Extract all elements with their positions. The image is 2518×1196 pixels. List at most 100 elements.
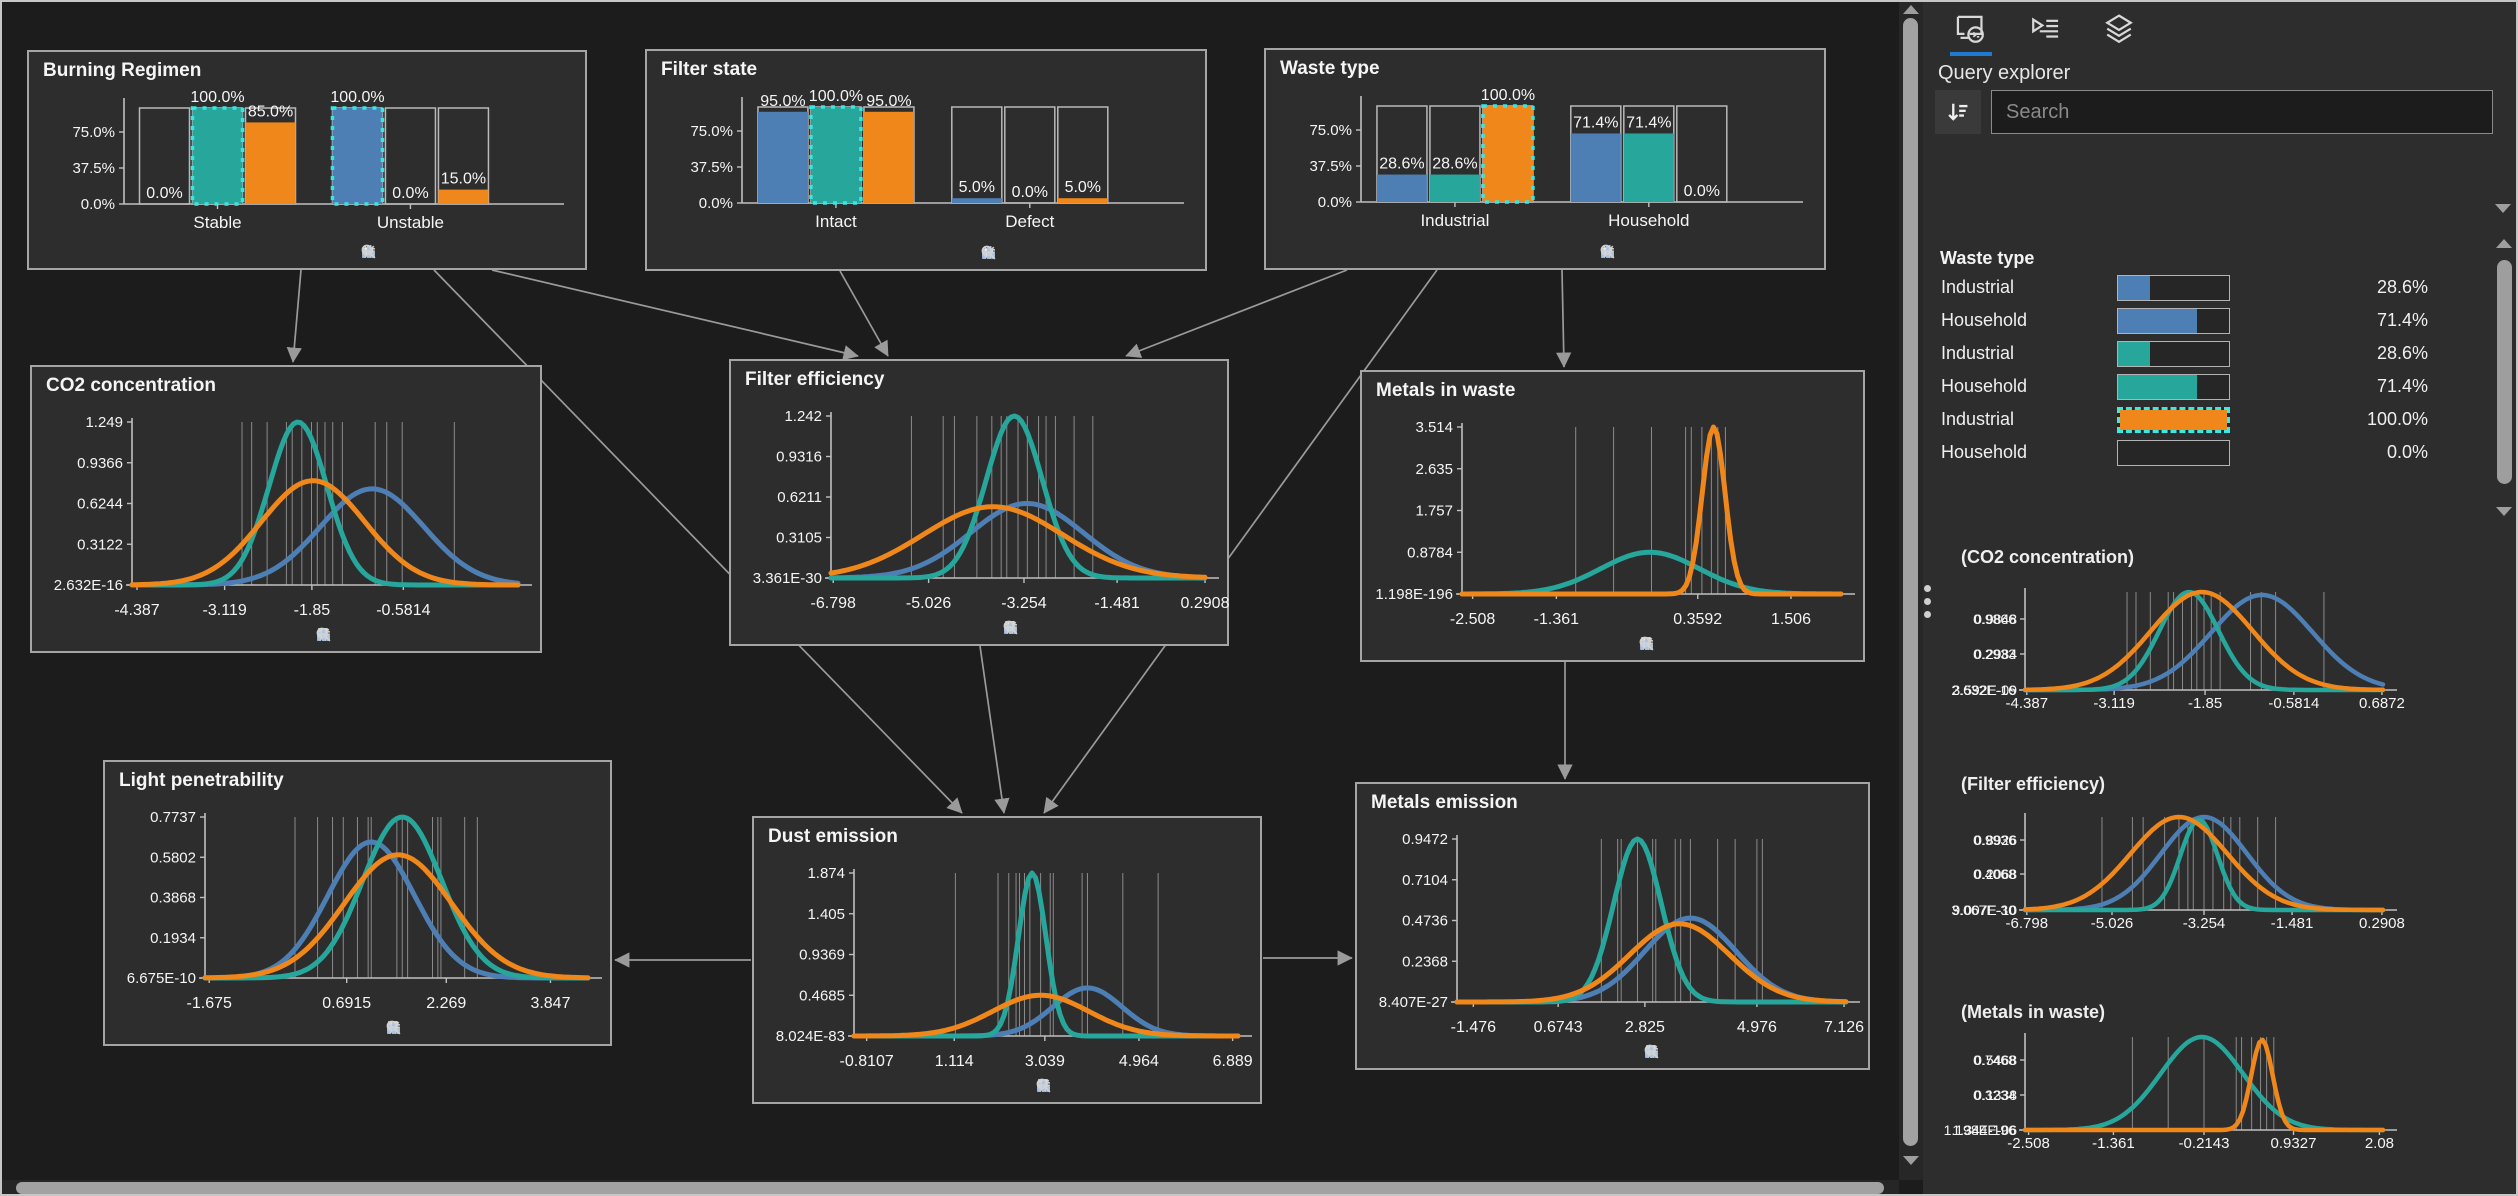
scroll-up-icon[interactable] [1903, 5, 1919, 14]
grid-icon[interactable] [1004, 619, 1081, 636]
grid-icon[interactable] [362, 243, 408, 260]
grid-icon[interactable] [1645, 1043, 1722, 1060]
svg-text:2.632E-16: 2.632E-16 [1951, 682, 2016, 698]
svg-text:7.126: 7.126 [1824, 1019, 1864, 1036]
minimize-icon[interactable] [1640, 635, 1841, 652]
sigma-icon[interactable]: σ [389, 1019, 495, 1036]
barchart-icon[interactable] [1640, 635, 1779, 652]
grid-icon[interactable] [982, 244, 1028, 261]
zoom-icon[interactable] [316, 626, 487, 643]
node-waste-type[interactable]: 0.0% 37.5% 75.0% Industrial 28.6% 28.6% 100.0%… [1264, 48, 1826, 270]
barchart-icon[interactable] [1601, 243, 1740, 260]
grid-icon[interactable] [1640, 635, 1717, 652]
resize-icon[interactable] [318, 626, 363, 643]
minimize-icon[interactable] [1004, 619, 1205, 636]
grid-icon[interactable] [1601, 243, 1647, 260]
state-row-household-3[interactable]: Household 71.4% [1923, 373, 2483, 403]
node-metals-in-waste[interactable]: 3.514 2.635 1.757 0.8784 1.198E-196 -2.508 -1.… [1360, 370, 1865, 662]
minimize-icon[interactable] [362, 243, 563, 260]
grid-icon[interactable] [317, 626, 394, 643]
barchart-icon[interactable] [362, 243, 501, 260]
svg-text:-6.798: -6.798 [2006, 915, 2049, 932]
state-row-household-5[interactable]: Household 0.0% [1923, 439, 2483, 469]
panel-splitter-grip[interactable] [1922, 585, 1932, 618]
minimize-icon[interactable] [387, 1019, 588, 1036]
canvas-horizontal-scrollbar[interactable] [2, 1180, 1899, 1194]
svg-text:0.8784: 0.8784 [1407, 544, 1453, 561]
state-row-industrial-2[interactable]: Industrial 28.6% [1923, 340, 2483, 370]
minimize-icon[interactable] [317, 626, 518, 643]
circle-icon[interactable] [363, 243, 439, 260]
minimize-icon[interactable] [1037, 1077, 1238, 1094]
list-scroll-down-icon[interactable] [2496, 507, 2512, 516]
sigma-icon[interactable]: σ [1006, 619, 1112, 636]
node-dust-emission[interactable]: 1.874 1.405 0.9369 0.4685 8.024E-83 -0.8107 1.… [752, 816, 1262, 1104]
svg-text:-1.481: -1.481 [1094, 595, 1139, 612]
circle-icon[interactable] [1602, 243, 1678, 260]
node-filter-efficiency[interactable]: 1.242 0.9316 0.6211 0.3105 3.361E-30 -6.798 -5… [729, 359, 1230, 646]
resize-icon[interactable] [1641, 635, 1686, 652]
state-row-household-1[interactable]: Household 71.4% [1923, 307, 2483, 337]
zoom-icon[interactable] [1003, 619, 1174, 636]
node-co2-concentration[interactable]: 1.249 0.9366 0.6244 0.3122 2.632E-16 -4.387 -3… [30, 365, 542, 653]
resize-icon[interactable] [1646, 1043, 1691, 1060]
zoom-icon[interactable] [361, 243, 532, 260]
sigma-icon[interactable]: σ [364, 243, 470, 260]
resize-icon[interactable] [1005, 619, 1050, 636]
barchart-icon[interactable] [1645, 1043, 1784, 1060]
canvas-vertical-scrollbar[interactable] [1899, 2, 1923, 1180]
barchart-icon[interactable] [1037, 1077, 1176, 1094]
svg-text:-5.026: -5.026 [2091, 915, 2134, 932]
grid-icon[interactable] [387, 1019, 464, 1036]
sigma-icon[interactable]: σ [1603, 243, 1709, 260]
minimize-icon[interactable] [982, 244, 1183, 261]
node-burning-regimen[interactable]: 0.0% 37.5% 75.0% Stable 0.0% 100.0% 85.0% Unsta… [27, 50, 587, 270]
search-input[interactable] [1991, 90, 2493, 134]
zoom-icon[interactable] [1644, 1043, 1815, 1060]
sigma-icon[interactable]: σ [1039, 1077, 1145, 1094]
canvas-hscroll-thumb[interactable] [16, 1182, 1884, 1194]
sigma-icon[interactable]: σ [1647, 1043, 1753, 1060]
circle-icon[interactable] [983, 244, 1059, 261]
node-light-penetrability[interactable]: 0.7737 0.5802 0.3868 0.1934 6.675E-10 -1.675 0… [103, 760, 612, 1046]
expand-down-icon[interactable] [2495, 204, 2511, 213]
bar-chart: 0.0%37.5%75.0%Stable0.0%100.0%85.0%Unsta… [72, 89, 564, 232]
resize-icon[interactable] [388, 1019, 433, 1036]
svg-text:6.675E-10: 6.675E-10 [127, 970, 196, 987]
probability-bar [2117, 275, 2230, 301]
barchart-icon[interactable] [387, 1019, 526, 1036]
state-row-industrial-4[interactable]: Industrial 100.0% [1923, 406, 2483, 436]
zoom-icon[interactable] [386, 1019, 557, 1036]
state-row-industrial-0[interactable]: Industrial 28.6% [1923, 274, 2483, 304]
sigma-icon[interactable]: σ [984, 244, 1090, 261]
network-canvas[interactable]: 0.0% 37.5% 75.0% Stable 0.0% 100.0% 85.0% Unsta… [2, 2, 1899, 1180]
barchart-icon[interactable] [982, 244, 1121, 261]
zoom-icon[interactable] [1036, 1077, 1207, 1094]
scroll-down-icon[interactable] [1903, 1156, 1919, 1165]
zoom-icon[interactable] [1600, 243, 1771, 260]
svg-text:-4.387: -4.387 [2006, 695, 2049, 712]
canvas-vscroll-thumb[interactable] [1903, 18, 1918, 1146]
node-metals-emission[interactable]: 0.9472 0.7104 0.4736 0.2368 8.407E-27 -1.476 0… [1355, 782, 1870, 1070]
sigma-icon[interactable]: σ [319, 626, 425, 643]
tab-console-list-icon[interactable] [2025, 10, 2065, 50]
tab-query-monitor-icon[interactable] [1951, 10, 1991, 50]
barchart-icon[interactable] [317, 626, 456, 643]
barchart-icon[interactable] [1004, 619, 1143, 636]
minimize-icon[interactable] [1645, 1043, 1846, 1060]
svg-text:0.9866: 0.9866 [1973, 611, 2016, 627]
list-scroll-thumb[interactable] [2497, 260, 2512, 484]
list-scroll-up-icon[interactable] [2496, 239, 2512, 248]
tab-layers-icon[interactable] [2099, 10, 2139, 50]
resize-icon[interactable] [1038, 1077, 1083, 1094]
minimize-icon[interactable] [1601, 243, 1802, 260]
sort-button[interactable] [1935, 90, 1981, 134]
node-toolbar: σ [360, 243, 563, 260]
svg-text:37.5%: 37.5% [72, 160, 115, 177]
zoom-icon[interactable] [981, 244, 1152, 261]
sigma-icon[interactable]: σ [1642, 635, 1748, 652]
node-toolbar: σ [1035, 1077, 1238, 1094]
node-filter-state[interactable]: 0.0% 37.5% 75.0% Intact 95.0% 100.0% 95.0% Defe… [645, 49, 1207, 271]
zoom-icon[interactable] [1639, 635, 1810, 652]
grid-icon[interactable] [1037, 1077, 1114, 1094]
